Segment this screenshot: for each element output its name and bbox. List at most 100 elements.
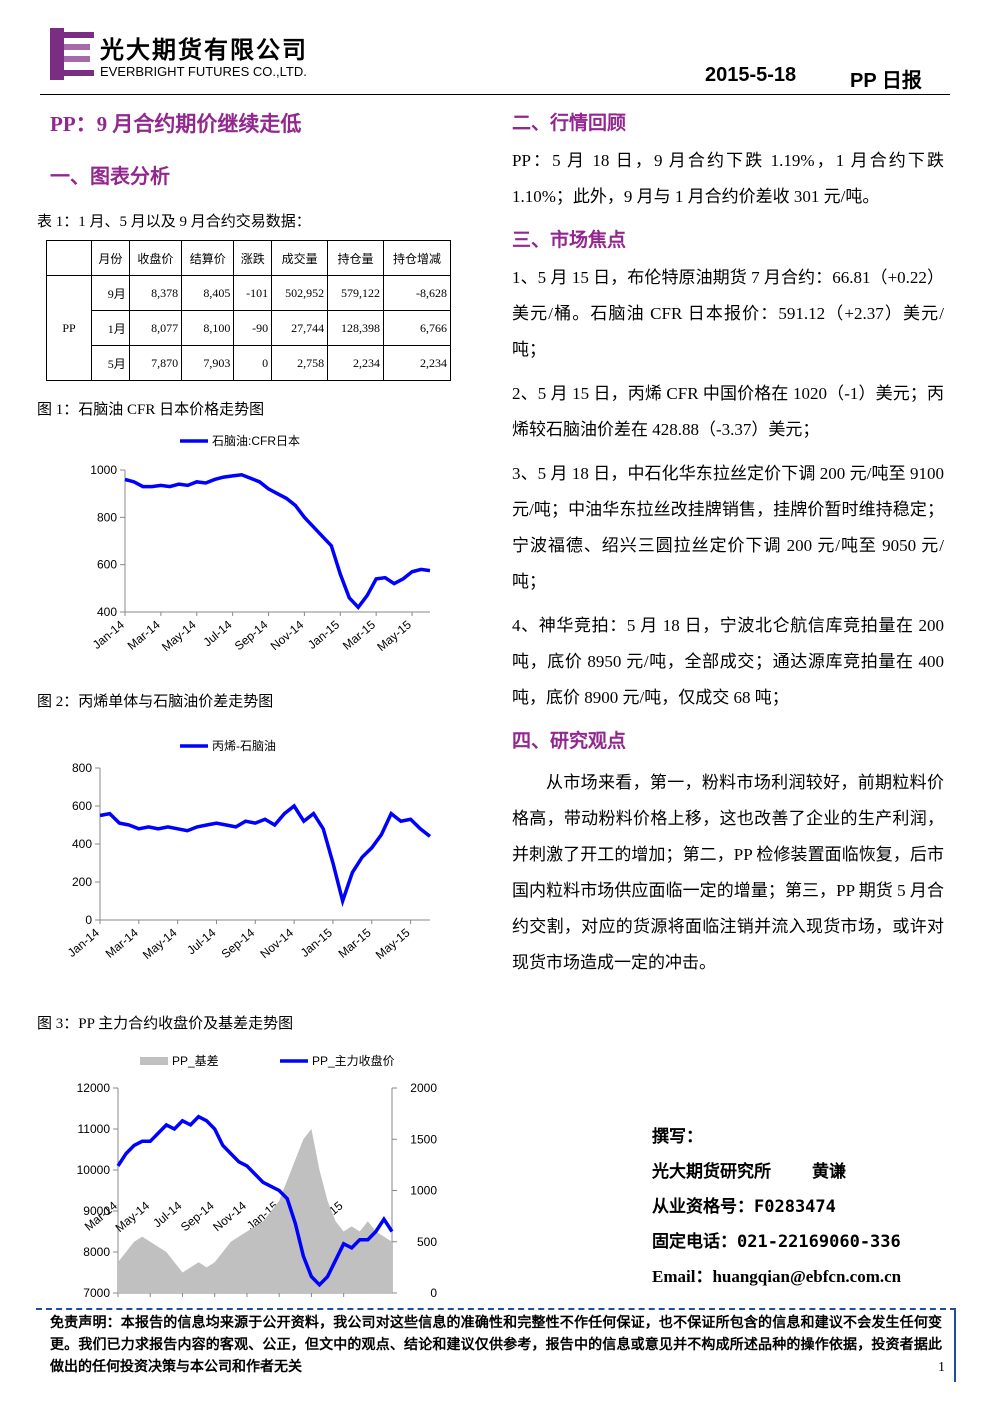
table-cell: -8,628 <box>383 275 451 311</box>
x-tick-label: Mar-15 <box>340 617 378 652</box>
y-tick-label: 800 <box>72 761 92 775</box>
x-tick-label: Nov-14 <box>268 617 307 653</box>
figure-caption: 图 2：丙烯单体与石脑油价差走势图 <box>37 694 274 710</box>
x-tick-label: Mar-15 <box>336 925 374 960</box>
table-cell: 8,405 <box>181 275 235 311</box>
x-tick-label: Jan-14 <box>90 617 127 652</box>
y-tick-label: 400 <box>72 837 92 851</box>
section-title: 二、行情回顾 <box>512 113 627 134</box>
y-tick-label: 400 <box>97 605 117 619</box>
disclaimer-box <box>36 1308 956 1382</box>
table-cell: 5月 <box>91 345 130 381</box>
y-tick-label: 200 <box>72 875 92 889</box>
table-cell: 8,100 <box>181 310 235 346</box>
column-header: 持仓量 <box>327 240 385 276</box>
report-name: PP 日报 <box>850 70 922 92</box>
page-number: 1 <box>938 1360 945 1375</box>
x-tick-label: May-15 <box>373 925 413 962</box>
column-header: 持仓增减 <box>383 240 451 276</box>
x-tick-label: Jan-15 <box>298 925 335 960</box>
paragraph: 1、5 月 15 日，布伦特原油期货 7 月合约：66.81（+0.22）美元/… <box>512 268 944 359</box>
section-title: 四、研究观点 <box>512 731 627 752</box>
table-cell: 1月 <box>91 310 130 346</box>
paragraph: 3、5 月 18 日，中石化华东拉丝定价下调 200 元/吨至 9100 元/吨… <box>512 464 944 591</box>
legend-swatch <box>140 1057 168 1065</box>
paragraph: 4、神华竞拍：5 月 18 日，宁波北仑航信库竞拍量在 200 吨，底价 895… <box>512 616 944 707</box>
column-header: 收盘价 <box>128 240 183 276</box>
x-tick-label: Mar-14 <box>103 925 141 960</box>
author-email: Email：huangqian@ebfcn.com.cn <box>652 1267 902 1286</box>
y-tick-label: 800 <box>97 510 117 524</box>
x-tick-label: Jan-15 <box>305 617 342 652</box>
y-tick-label: 8000 <box>83 1245 110 1259</box>
line <box>116 1114 394 1288</box>
chart: 0 200 400 600 800 Jan-14 Mar-14 May-14 Jul-14 Sep… <box>65 739 432 962</box>
table-cell: -90 <box>233 310 273 346</box>
line <box>124 472 431 610</box>
y-tick-label: 7000 <box>83 1286 110 1300</box>
chart: 7000 8000 9000 10000 11000 12000 0 500 1000 1500 2… <box>77 1053 438 1300</box>
logo <box>50 28 94 80</box>
legend-label: PP_基差 <box>172 1054 219 1068</box>
y-tick-label: 11000 <box>78 1122 111 1136</box>
column-header: 成交量 <box>271 240 329 276</box>
legend-label: PP_主力收盘价 <box>312 1053 395 1068</box>
legend-label: 石脑油:CFR日本 <box>212 434 300 448</box>
table-cell: 579,122 <box>327 275 385 311</box>
row-group: PP <box>46 275 92 381</box>
table-cell: 8,077 <box>128 310 183 346</box>
author-name: 黄谦 <box>811 1162 846 1182</box>
x-tick-label: Sep-14 <box>219 925 258 961</box>
author-line: 光大期货研究所 黄谦 <box>652 1157 901 1182</box>
y-tick-label: 9000 <box>83 1204 110 1218</box>
y2-tick-label: 1000 <box>410 1184 437 1198</box>
x-tick-label: Jul-14 <box>184 925 218 957</box>
disclaimer: 免责声明：本报告的信息均来源于公开资料，我公司对这些信息的准确性和完整性不作任何… <box>50 1316 942 1375</box>
x-tick-label: Jan-14 <box>65 925 102 960</box>
section-title: 三、市场焦点 <box>512 230 627 251</box>
author-block: 撰写： 光大期货研究所 黄谦 从业资格号：F0283474 固定电话：021-2… <box>652 1122 901 1297</box>
table-cell: 7,903 <box>181 345 235 381</box>
table-cell: 0 <box>233 345 273 381</box>
x-tick-label: May-15 <box>374 617 414 654</box>
table-caption: 表 1：1 月、5 月以及 9 月合约交易数据： <box>37 214 311 230</box>
table-row: 1月 8,077 8,100 -90 27,744 128,398 6,766 <box>47 310 451 346</box>
x-tick-label: Sep-14 <box>232 617 271 653</box>
figure-caption: 图 1：石脑油 CFR 日本价格走势图 <box>37 402 265 418</box>
table-header-row: 月份 收盘价 结算价 涨跌 成交量 持仓量 持仓增减 <box>46 240 451 276</box>
right-column: 二、行情回顾 PP：5 月 18 日，9 月合约下跌 1.19%，1 月合约下跌 … <box>512 98 944 989</box>
table-cell: 2,234 <box>327 345 385 381</box>
header-rule <box>40 94 950 95</box>
column-header: 涨跌 <box>233 240 273 276</box>
x-tick-label: Jul-14 <box>201 617 235 649</box>
y-tick-label: 600 <box>97 558 117 572</box>
area <box>118 1129 392 1293</box>
headline: PP：9 月合约期价继续走低 <box>50 112 302 136</box>
y2-tick-label: 0 <box>430 1286 437 1300</box>
column-header: 月份 <box>91 240 130 276</box>
figure-caption: 图 3：PP 主力合约收盘价及基差走势图 <box>37 1016 294 1032</box>
y-tick-label: 12000 <box>77 1081 111 1095</box>
legend-label: 丙烯-石脑油 <box>212 739 276 753</box>
table-cell: 2,234 <box>383 345 451 381</box>
author-phone: 固定电话：021-22169060-336 <box>652 1232 901 1252</box>
table-cell <box>46 240 92 276</box>
x-tick-label: Sep-14 <box>178 1198 217 1234</box>
paragraph: 2、5 月 15 日，丙烯 CFR 中国价格在 1020（-1）美元；丙烯较石脑… <box>512 384 944 439</box>
table-cell: 7,870 <box>128 345 183 381</box>
company-cn: 光大期货有限公司 <box>100 38 308 64</box>
y-tick-label: 10000 <box>77 1163 111 1177</box>
x-tick-label: May-14 <box>159 617 199 654</box>
table-row: PP 9月 8,378 8,405 -101 502,952 579,122 -8,628 <box>46 275 451 381</box>
data-table: 月份 收盘价 结算价 涨跌 成交量 持仓量 持仓增减 PP 9月 8,378 8,405 -101 50… <box>46 240 451 381</box>
y2-tick-label: 1500 <box>410 1132 437 1146</box>
y2-tick-label: 2000 <box>410 1081 437 1095</box>
section-title: 一、图表分析 <box>50 166 170 188</box>
paragraph: 从市场来看，第一，粉料市场利润较好，前期粒料价格高，带动粉料价格上移，这也改善了… <box>512 773 944 972</box>
company-en: EVERBRIGHT FUTURES CO.,LTD. <box>100 64 307 79</box>
y2-tick-label: 500 <box>417 1235 437 1249</box>
y-tick-label: 600 <box>72 799 92 813</box>
author-org: 光大期货研究所 <box>652 1162 771 1182</box>
